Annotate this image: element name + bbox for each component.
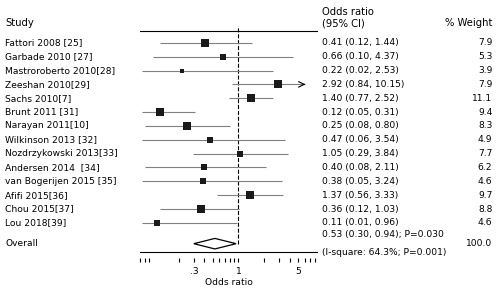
Text: Brunt 2011 [31]: Brunt 2011 [31]: [5, 108, 78, 117]
X-axis label: Odds ratio: Odds ratio: [205, 278, 252, 287]
Text: 9.7: 9.7: [478, 191, 492, 200]
Text: Odds ratio
(95% CI): Odds ratio (95% CI): [322, 7, 374, 28]
Text: Overall: Overall: [5, 239, 38, 248]
Text: 0.47 (0.06, 3.54): 0.47 (0.06, 3.54): [322, 135, 399, 144]
Text: 2.92 (0.84, 10.15): 2.92 (0.84, 10.15): [322, 80, 405, 89]
Text: 1.40 (0.77, 2.52): 1.40 (0.77, 2.52): [322, 94, 399, 103]
Text: 8.8: 8.8: [478, 205, 492, 214]
Text: 7.9: 7.9: [478, 38, 492, 47]
Text: 0.66 (0.10, 4.37): 0.66 (0.10, 4.37): [322, 52, 399, 61]
Text: 7.7: 7.7: [478, 149, 492, 158]
Text: 4.6: 4.6: [478, 177, 492, 186]
Text: 0.12 (0.05, 0.31): 0.12 (0.05, 0.31): [322, 108, 399, 117]
Text: 7.9: 7.9: [478, 80, 492, 89]
Text: 11.1: 11.1: [472, 94, 492, 103]
Text: 4.6: 4.6: [478, 219, 492, 227]
Text: 8.3: 8.3: [478, 121, 492, 130]
Text: Wilkinson 2013 [32]: Wilkinson 2013 [32]: [5, 135, 97, 144]
Text: % Weight: % Weight: [445, 18, 492, 28]
Text: van Bogerijen 2015 [35]: van Bogerijen 2015 [35]: [5, 177, 116, 186]
Text: 4.9: 4.9: [478, 135, 492, 144]
Text: 0.36 (0.12, 1.03): 0.36 (0.12, 1.03): [322, 205, 399, 214]
Text: 0.41 (0.12, 1.44): 0.41 (0.12, 1.44): [322, 38, 399, 47]
Text: Nozdrzykowski 2013[33]: Nozdrzykowski 2013[33]: [5, 149, 118, 158]
Text: (I-square: 64.3%; P=0.001): (I-square: 64.3%; P=0.001): [322, 248, 447, 257]
Text: 6.2: 6.2: [478, 163, 492, 172]
Text: Garbade 2010 [27]: Garbade 2010 [27]: [5, 52, 92, 61]
Text: Afifi 2015[36]: Afifi 2015[36]: [5, 191, 68, 200]
Text: Chou 2015[37]: Chou 2015[37]: [5, 205, 73, 214]
Text: 0.53 (0.30, 0.94); P=0.030: 0.53 (0.30, 0.94); P=0.030: [322, 230, 444, 239]
Text: 0.25 (0.08, 0.80): 0.25 (0.08, 0.80): [322, 121, 399, 130]
Polygon shape: [194, 238, 236, 249]
Text: 0.11 (0.01, 0.96): 0.11 (0.01, 0.96): [322, 219, 399, 227]
Text: Study: Study: [5, 18, 34, 28]
Text: 3.9: 3.9: [478, 66, 492, 75]
Text: Lou 2018[39]: Lou 2018[39]: [5, 219, 66, 227]
Text: 9.4: 9.4: [478, 108, 492, 117]
Text: Mastroroberto 2010[28]: Mastroroberto 2010[28]: [5, 66, 115, 75]
Text: 0.38 (0.05, 3.24): 0.38 (0.05, 3.24): [322, 177, 399, 186]
Text: Fattori 2008 [25]: Fattori 2008 [25]: [5, 38, 82, 47]
Text: 1.05 (0.29, 3.84): 1.05 (0.29, 3.84): [322, 149, 399, 158]
Text: 0.22 (0.02, 2.53): 0.22 (0.02, 2.53): [322, 66, 400, 75]
Text: Andersen 2014  [34]: Andersen 2014 [34]: [5, 163, 100, 172]
Text: Sachs 2010[7]: Sachs 2010[7]: [5, 94, 71, 103]
Text: 5.3: 5.3: [478, 52, 492, 61]
Text: Narayan 2011[10]: Narayan 2011[10]: [5, 121, 89, 130]
Text: 100.0: 100.0: [466, 239, 492, 248]
Text: Zeeshan 2010[29]: Zeeshan 2010[29]: [5, 80, 90, 89]
Text: 1.37 (0.56, 3.33): 1.37 (0.56, 3.33): [322, 191, 399, 200]
Text: 0.40 (0.08, 2.11): 0.40 (0.08, 2.11): [322, 163, 399, 172]
